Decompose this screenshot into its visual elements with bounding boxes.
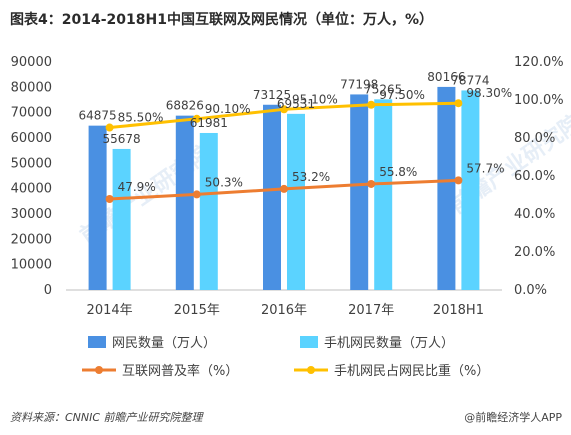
bar-netizens xyxy=(350,94,369,290)
y-left-tick-label: 90000 xyxy=(11,55,52,70)
chart-title: 图表4：2014-2018H1中国互联网及网民情况（单位：万人，%） xyxy=(10,11,433,28)
x-tick-label: 2018H1 xyxy=(433,303,484,318)
y-left-tick-label: 70000 xyxy=(11,106,52,121)
bar-mobile-netizens xyxy=(199,132,218,290)
y-left-tick-label: 60000 xyxy=(11,131,52,146)
penetration-rate-point xyxy=(105,194,114,203)
bar-mobile-netizens xyxy=(112,148,131,290)
data-label-netizens: 77198 xyxy=(340,77,378,91)
y-left-tick-label: 80000 xyxy=(11,80,52,95)
y-left-tick-label: 20000 xyxy=(11,232,52,247)
data-label-mobile-netizens: 78774 xyxy=(451,73,489,87)
y-left-tick-label: 30000 xyxy=(11,207,52,222)
legend-penetration-rate-swatch-point xyxy=(95,366,103,374)
y-right-tick-label: 80.0% xyxy=(514,131,555,146)
x-tick-label: 2017年 xyxy=(348,303,394,318)
mobile-share-point xyxy=(367,100,376,109)
legend-mobile-netizens-label: 手机网民数量（万人） xyxy=(324,336,454,351)
bar-netizens xyxy=(263,104,281,290)
legend-netizens-label: 网民数量（万人） xyxy=(112,336,216,351)
penetration-rate-data-label: 55.8% xyxy=(379,165,417,179)
y-left-tick-label: 0 xyxy=(44,283,52,298)
bar-netizens xyxy=(437,86,456,290)
bars-group xyxy=(88,86,480,291)
legend-penetration-rate-label: 互联网普及率（%） xyxy=(122,363,238,379)
legend-netizens-swatch xyxy=(88,336,106,348)
legend-mobile-share-swatch-point xyxy=(307,366,315,374)
bar-netizens xyxy=(175,115,194,290)
penetration-rate-data-label: 53.2% xyxy=(292,170,330,184)
penetration-rate-data-label: 47.9% xyxy=(118,180,156,194)
penetration-rate-point xyxy=(280,184,288,193)
y-left-tick-label: 50000 xyxy=(11,156,52,171)
mobile-share-data-label: 97.50% xyxy=(379,88,425,102)
data-label-netizens: 68826 xyxy=(166,99,204,113)
bar-netizens xyxy=(88,125,107,291)
axes-group: 0 10000 20000 30000 40000 50000 60000 70000 8000… xyxy=(11,55,564,318)
mobile-share-point xyxy=(105,123,114,132)
data-label-mobile-netizens: 61981 xyxy=(190,116,228,130)
footer-brand: @前瞻经济学人APP xyxy=(464,410,562,424)
mobile-share-data-label: 85.50% xyxy=(118,111,164,125)
y-right-tick-label: 20.0% xyxy=(514,245,555,260)
data-label-netizens: 80166 xyxy=(427,70,465,84)
penetration-rate-point xyxy=(367,179,376,188)
y-right-tick-label: 40.0% xyxy=(514,207,555,222)
mobile-share-data-label: 98.30% xyxy=(466,86,512,100)
y-left-tick-label: 10000 xyxy=(11,258,52,273)
data-label-mobile-netizens: 55678 xyxy=(103,132,141,146)
bar-mobile-netizens xyxy=(287,113,305,290)
data-label-mobile-netizens: 69531 xyxy=(277,97,315,111)
lines-group xyxy=(105,99,463,203)
mobile-share-point xyxy=(192,114,201,123)
x-tick-label: 2016年 xyxy=(261,303,307,318)
legend-mobile-share-label: 手机网民占网民比重（%） xyxy=(334,363,489,379)
penetration-rate-data-label: 57.7% xyxy=(466,161,504,175)
y-right-tick-label: 60.0% xyxy=(514,169,555,184)
mobile-share-data-label: 90.10% xyxy=(205,102,251,116)
mobile-share-data-label: 95.10% xyxy=(292,92,338,106)
bar-mobile-netizens xyxy=(461,90,480,290)
y-right-tick-label: 0.0% xyxy=(514,283,547,298)
legend: 网民数量（万人） 手机网民数量（万人） 互联网普及率（%） 手机网民占网民比重（%） xyxy=(82,336,489,379)
x-tick-label: 2014年 xyxy=(87,303,133,318)
footer-source: 资料来源：CNNIC 前瞻产业研究院整理 xyxy=(10,411,205,424)
data-label-netizens: 64875 xyxy=(79,109,117,123)
penetration-rate-data-label: 50.3% xyxy=(205,175,243,189)
y-left-tick-label: 40000 xyxy=(11,182,52,197)
legend-mobile-netizens-swatch xyxy=(300,336,318,348)
data-label-mobile-netizens: 75265 xyxy=(364,82,402,96)
penetration-rate-point xyxy=(454,176,463,185)
penetration-rate-point xyxy=(192,190,201,199)
y-right-tick-label: 120.0% xyxy=(514,55,564,70)
y-right-tick-label: 100.0% xyxy=(514,93,564,108)
mobile-share-point xyxy=(280,105,288,114)
data-label-netizens: 73125 xyxy=(253,88,291,102)
x-tick-label: 2015年 xyxy=(174,303,220,318)
mobile-share-point xyxy=(454,99,463,108)
bar-mobile-netizens xyxy=(374,99,393,290)
